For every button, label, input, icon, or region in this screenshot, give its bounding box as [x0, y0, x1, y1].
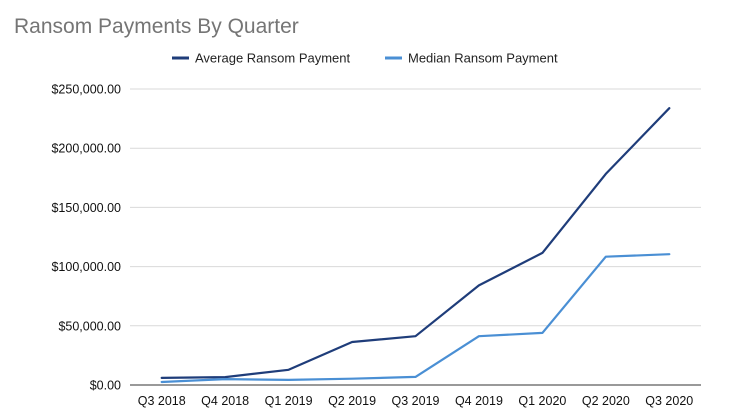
y-tick-label: $100,000.00: [51, 260, 121, 274]
x-tick-label: Q2 2019: [328, 394, 376, 408]
gridlines: [130, 88, 701, 327]
y-tick-label: $200,000.00: [51, 142, 121, 156]
y-tick-label: $0.00: [90, 379, 121, 393]
y-tick-label: $150,000.00: [51, 201, 121, 215]
series-line-median: [160, 253, 671, 384]
x-tick-label: Q3 2018: [138, 394, 186, 408]
series-line-average: [160, 107, 671, 379]
chart-title: Ransom Payments By Quarter: [14, 15, 299, 38]
legend: Average Ransom Payment Median Ransom Pay…: [172, 51, 558, 66]
x-tick-label: Q3 2019: [392, 394, 440, 408]
x-tick-label: Q4 2019: [455, 394, 503, 408]
x-tick-label: Q2 2020: [582, 394, 630, 408]
x-axis-ticks: Q3 2018 Q4 2018 Q1 2019 Q2 2019 Q3 2019 Q4 20…: [138, 394, 694, 408]
x-tick-label: Q1 2019: [265, 394, 313, 408]
legend-label-median: Median Ransom Payment: [408, 51, 558, 66]
series: [160, 107, 671, 384]
x-tick-label: Q1 2020: [518, 394, 566, 408]
y-axis-ticks: $0.00 $50,000.00 $100,000.00 $150,000.00 $20…: [51, 83, 121, 393]
y-tick-label: $50,000.00: [58, 319, 121, 333]
x-tick-label: Q3 2020: [645, 394, 693, 408]
y-tick-label: $250,000.00: [51, 83, 121, 97]
legend-label-average: Average Ransom Payment: [195, 51, 351, 66]
x-tick-label: Q4 2018: [201, 394, 249, 408]
